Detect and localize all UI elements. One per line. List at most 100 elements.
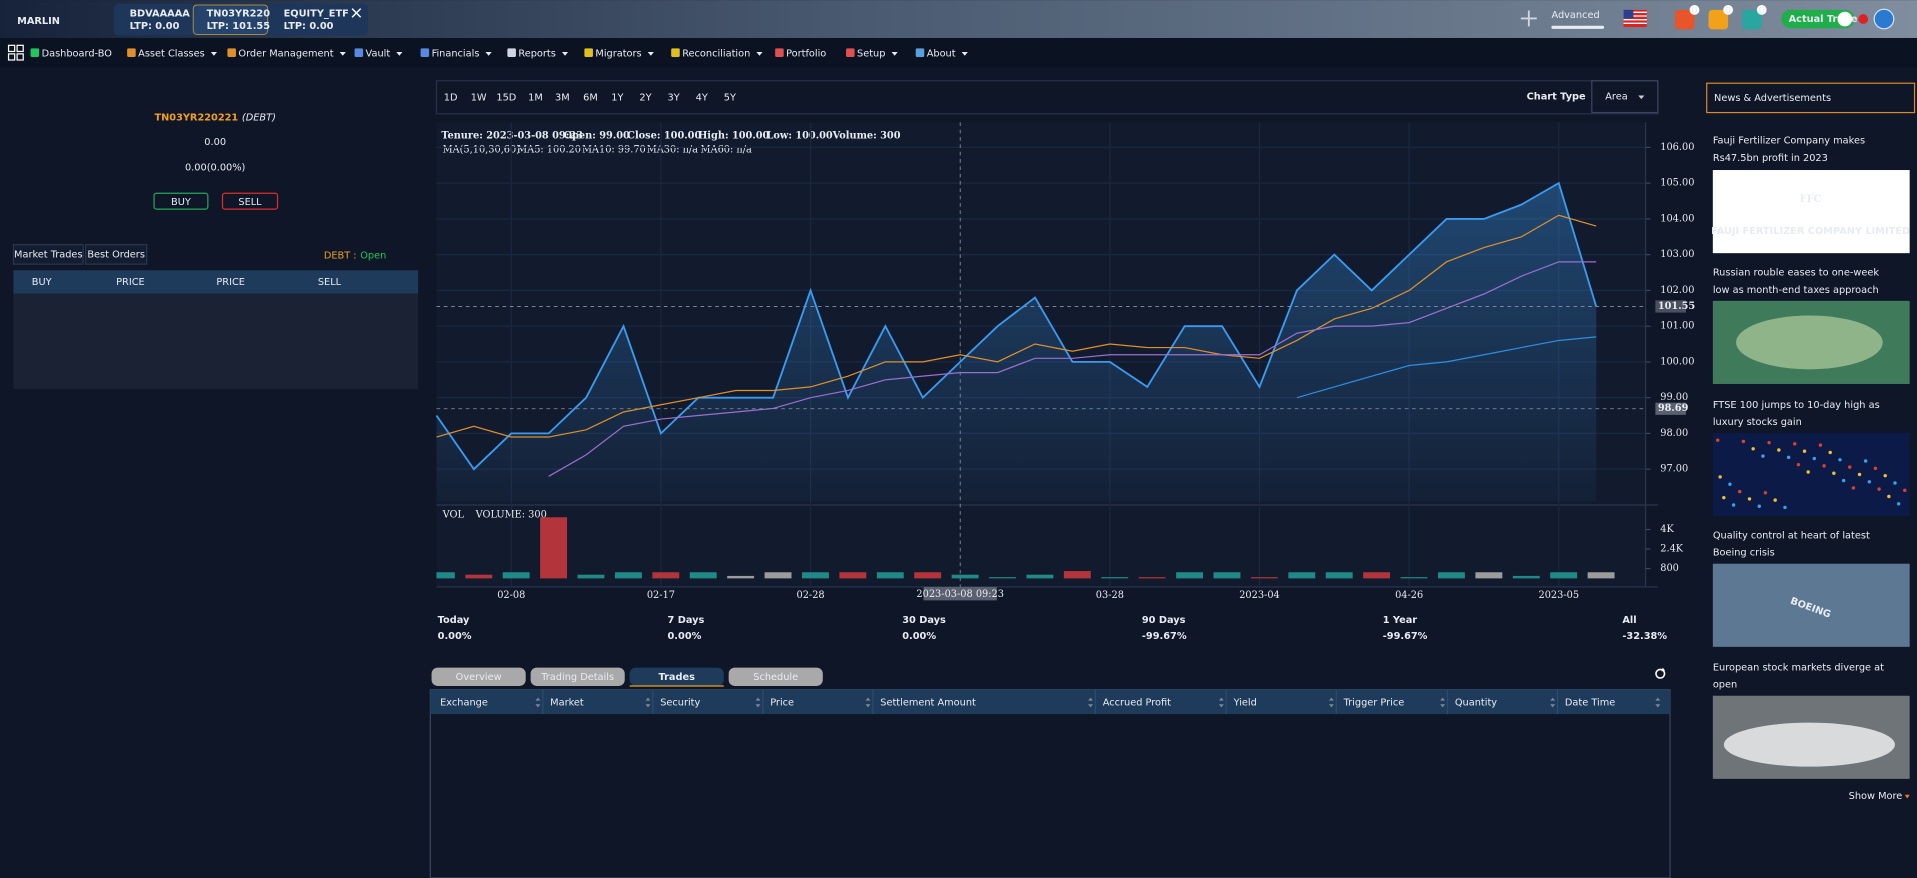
nav-icon: [354, 48, 364, 57]
sort-icon[interactable]: [1440, 697, 1446, 708]
y-tick-label: 102.00: [1660, 285, 1694, 296]
news-headline[interactable]: Rs47.5bn profit in 2023: [1713, 153, 1828, 164]
image-detail: [1783, 505, 1787, 510]
orders-column: BUY: [32, 277, 52, 288]
vol-tick-label: 4K: [1660, 524, 1674, 535]
flag[interactable]: [1623, 9, 1647, 27]
ma-info: MA30: n/a: [647, 144, 698, 155]
range-button[interactable]: 3M: [555, 92, 570, 103]
nav-caret: [561, 52, 569, 56]
instrument-tab[interactable]: [270, 4, 345, 35]
chart-type-select[interactable]: [1591, 80, 1659, 114]
sort-icon[interactable]: [755, 697, 761, 708]
alert-icon[interactable]: [1708, 9, 1729, 30]
mode-label[interactable]: Advanced: [1551, 10, 1599, 21]
nav-item[interactable]: Vault: [366, 48, 391, 59]
sort-icon[interactable]: [1655, 697, 1661, 708]
orders-body: [13, 293, 419, 389]
nav-item[interactable]: Reports: [518, 48, 555, 59]
chart-type-value: Area: [1605, 92, 1627, 103]
market-trades-tab[interactable]: [12, 243, 84, 265]
image-detail: [1841, 478, 1846, 483]
image-detail: [1741, 439, 1746, 444]
range-button[interactable]: 5Y: [724, 92, 736, 103]
range-button[interactable]: 1Y: [611, 92, 623, 103]
ohlc-info: Close: 100.00: [627, 130, 701, 141]
nav-item[interactable]: Setup: [857, 48, 885, 59]
range-button[interactable]: 1D: [444, 92, 458, 103]
best-orders-tab[interactable]: [84, 243, 148, 265]
image-detail: [1757, 504, 1761, 508]
detail-tab[interactable]: [629, 667, 724, 686]
detail-tab[interactable]: [530, 667, 625, 686]
image-detail: [1773, 498, 1777, 502]
nav-item[interactable]: Dashboard-BO: [42, 48, 113, 59]
nav-item[interactable]: Financials: [432, 48, 480, 59]
news-headline[interactable]: Russian rouble eases to one-week: [1713, 268, 1880, 279]
range-button[interactable]: 6M: [583, 92, 598, 103]
image-detail: [1851, 486, 1856, 490]
add-icon[interactable]: [1520, 10, 1537, 27]
nav-item[interactable]: Asset Classes: [138, 48, 205, 59]
news-image[interactable]: [1712, 170, 1910, 254]
sort-icon[interactable]: [535, 697, 541, 708]
nav-item[interactable]: Order Management: [238, 48, 333, 59]
nav-item[interactable]: Migrators: [595, 48, 641, 59]
news-headline[interactable]: low as month-end taxes approach: [1713, 285, 1879, 296]
sort-icon[interactable]: [1218, 697, 1224, 708]
sell-button[interactable]: [221, 192, 279, 210]
detail-tab[interactable]: [728, 667, 823, 686]
sort-icon[interactable]: [645, 697, 651, 708]
news-headline[interactable]: European stock markets diverge at: [1713, 663, 1884, 674]
instrument-tab[interactable]: [116, 4, 191, 35]
news-headline[interactable]: FTSE 100 jumps to 10-day high as: [1713, 400, 1880, 411]
toggle[interactable]: [1781, 9, 1855, 29]
news-headline[interactable]: luxury stocks gain: [1713, 417, 1802, 428]
volume-bar: [989, 577, 1016, 579]
range-button[interactable]: 1M: [528, 92, 543, 103]
range-button[interactable]: 2Y: [639, 92, 651, 103]
buy-button[interactable]: [153, 192, 209, 210]
return-label: Today: [438, 615, 470, 626]
alert-icon[interactable]: [1674, 9, 1695, 30]
volume-bar: [689, 572, 717, 579]
news-headline[interactable]: Quality control at heart of latest: [1713, 531, 1870, 542]
close-icon[interactable]: [351, 8, 362, 18]
nav-item[interactable]: About: [927, 48, 956, 59]
range-button[interactable]: 15D: [496, 92, 516, 103]
alert-icon[interactable]: [1742, 9, 1762, 30]
volume-bar: [1437, 572, 1465, 579]
vol-label: VOL: [442, 509, 465, 520]
nav-item[interactable]: Reconciliation: [682, 48, 750, 59]
image-detail: [1722, 495, 1726, 500]
sort-icon[interactable]: [865, 697, 871, 708]
range-button[interactable]: 3Y: [668, 92, 680, 103]
sort-icon[interactable]: [1550, 697, 1556, 708]
apps-icon[interactable]: [7, 44, 24, 61]
show-more[interactable]: Show More: [1849, 791, 1903, 802]
instrument-tab[interactable]: [192, 4, 269, 35]
refresh-icon[interactable]: [1655, 667, 1666, 679]
nav-bar: [0, 37, 1917, 68]
ohlc-info: Low: 100.00: [767, 130, 833, 141]
nav-item[interactable]: Portfolio: [786, 48, 826, 59]
sort-icon[interactable]: [1328, 697, 1334, 708]
news-image[interactable]: [1712, 563, 1910, 647]
news-image[interactable]: [1712, 432, 1910, 517]
range-button[interactable]: 4Y: [696, 92, 708, 103]
news-headline[interactable]: Fauji Fertilizer Company makes: [1713, 136, 1865, 147]
avatar[interactable]: [1873, 8, 1895, 30]
status-value: Open: [360, 251, 386, 262]
image-detail: [1893, 481, 1897, 485]
volume-bar: [839, 572, 867, 579]
news-headline[interactable]: open: [1713, 680, 1737, 691]
detail-tab[interactable]: [431, 667, 526, 686]
crosshair-label-box: [923, 586, 997, 601]
column-header: Quantity: [1455, 697, 1497, 708]
image-detail: [1731, 503, 1736, 507]
ma-info: MA10: 99.70: [582, 144, 646, 155]
news-headline[interactable]: Boeing crisis: [1713, 548, 1775, 559]
image-detail: [1857, 472, 1862, 477]
range-button[interactable]: 1W: [471, 92, 487, 103]
sort-icon[interactable]: [1088, 697, 1093, 708]
